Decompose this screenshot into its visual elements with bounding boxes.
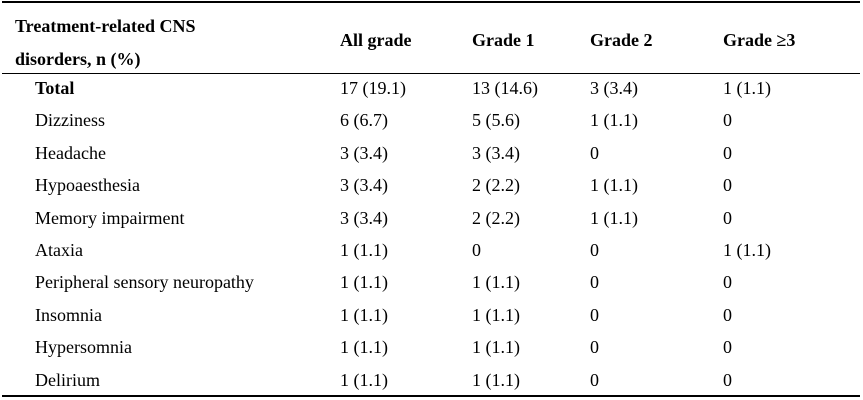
header-cell: All grade <box>340 30 412 50</box>
cell-value: 3 (3.4) <box>340 175 388 196</box>
header-rule <box>2 73 860 74</box>
cell-value: 0 <box>723 337 732 358</box>
cell-value: 1 (1.1) <box>340 337 388 358</box>
cell-value: 1 (1.1) <box>340 304 388 325</box>
cell-value: 0 <box>590 142 599 163</box>
cell-value: 0 <box>590 240 599 260</box>
row-label: Headache <box>35 142 106 163</box>
cell-value: 3 (3.4) <box>340 207 388 228</box>
header-cell: Treatment-related CNS disorders, n (%) <box>15 16 196 69</box>
cell-value: 13 (14.6) <box>472 78 538 98</box>
cell-value: 17 (19.1) <box>340 78 406 98</box>
row-label: Hypoaesthesia <box>35 175 140 196</box>
bottom-rule <box>2 395 860 397</box>
cell-value: 0 <box>590 272 599 293</box>
row-label: Peripheral sensory neuropathy <box>35 272 254 293</box>
cell-value: 1 (1.1) <box>340 272 388 293</box>
cell-value: 0 <box>590 369 599 390</box>
cell-value: 5 (5.6) <box>472 110 520 131</box>
header-cell: Grade 2 <box>590 30 653 50</box>
cell-value: 0 <box>723 142 732 163</box>
cell-value: 3 (3.4) <box>340 142 388 163</box>
cell-value: 6 (6.7) <box>340 110 388 131</box>
cell-value: 1 (1.1) <box>472 369 520 390</box>
cell-value: 0 <box>723 369 732 390</box>
top-rule <box>2 1 860 3</box>
cell-value: 2 (2.2) <box>472 175 520 196</box>
cell-value: 1 (1.1) <box>472 304 520 325</box>
cell-value: 1 (1.1) <box>340 240 388 260</box>
cell-value: 0 <box>590 337 599 358</box>
row-label: Hypersomnia <box>35 337 132 358</box>
cell-value: 1 (1.1) <box>590 207 638 228</box>
cell-value: 2 (2.2) <box>472 207 520 228</box>
header-cell: Grade ≥3 <box>723 30 796 50</box>
cell-value: 0 <box>723 304 732 325</box>
cell-value: 0 <box>723 272 732 293</box>
cell-value: 1 (1.1) <box>590 110 638 131</box>
row-label: Memory impairment <box>35 207 185 228</box>
cell-value: 3 (3.4) <box>590 78 638 98</box>
row-label: Delirium <box>35 369 100 390</box>
header-cell: Grade 1 <box>472 30 535 50</box>
cell-value: 1 (1.1) <box>723 240 771 260</box>
row-label: Total <box>35 78 75 98</box>
cell-value: 1 (1.1) <box>723 78 771 98</box>
cell-value: 1 (1.1) <box>472 272 520 293</box>
cell-value: 3 (3.4) <box>472 142 520 163</box>
cell-value: 0 <box>590 304 599 325</box>
row-label: Ataxia <box>35 240 83 260</box>
cell-value: 0 <box>723 175 732 196</box>
row-label: Insomnia <box>35 304 102 325</box>
cell-value: 1 (1.1) <box>472 337 520 358</box>
cell-value: 0 <box>723 207 732 228</box>
cell-value: 1 (1.1) <box>340 369 388 390</box>
cell-value: 0 <box>723 110 732 131</box>
cell-value: 1 (1.1) <box>590 175 638 196</box>
row-label: Dizziness <box>35 110 105 131</box>
cell-value: 0 <box>472 240 481 260</box>
